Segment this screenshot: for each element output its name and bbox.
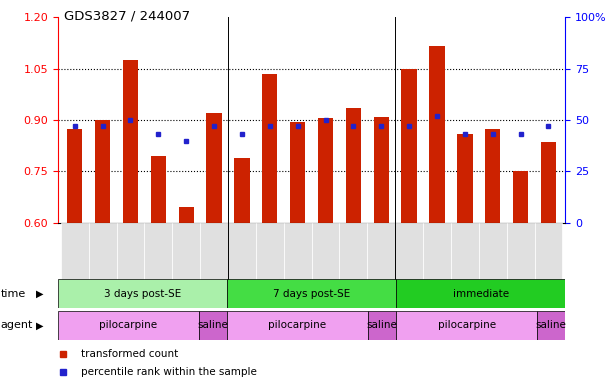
Bar [451, 223, 479, 294]
Bar [227, 311, 368, 340]
Text: ▶: ▶ [36, 288, 43, 299]
Bar [123, 60, 138, 223]
Bar [395, 223, 423, 294]
Bar [373, 117, 389, 223]
Bar [318, 118, 333, 223]
Bar [144, 223, 172, 294]
Bar [199, 311, 227, 340]
Bar [89, 223, 117, 294]
Bar [485, 129, 500, 223]
Text: saline: saline [197, 320, 229, 331]
Text: 3 days post-SE: 3 days post-SE [104, 288, 181, 299]
Text: saline: saline [536, 320, 566, 331]
Bar [227, 279, 396, 308]
Text: pilocarpine: pilocarpine [268, 320, 327, 331]
Text: GDS3827 / 244007: GDS3827 / 244007 [64, 10, 190, 23]
Text: 7 days post-SE: 7 days post-SE [273, 288, 350, 299]
Bar [290, 122, 306, 223]
Text: pilocarpine: pilocarpine [100, 320, 158, 331]
Text: immediate: immediate [453, 288, 509, 299]
Text: saline: saline [367, 320, 398, 331]
Text: time: time [1, 288, 26, 299]
Bar [234, 158, 250, 223]
Bar [423, 223, 451, 294]
Bar [513, 171, 529, 223]
Bar [58, 311, 199, 340]
Bar [312, 223, 340, 294]
Bar [346, 108, 361, 223]
Bar [200, 223, 228, 294]
Text: percentile rank within the sample: percentile rank within the sample [81, 366, 257, 377]
Bar [228, 223, 256, 294]
Bar [67, 129, 82, 223]
Bar [396, 311, 537, 340]
Bar [95, 120, 111, 223]
Bar [172, 223, 200, 294]
Text: ▶: ▶ [36, 320, 43, 331]
Bar [479, 223, 507, 294]
Bar [368, 311, 396, 340]
Bar [430, 46, 445, 223]
Bar [457, 134, 472, 223]
Text: pilocarpine: pilocarpine [437, 320, 496, 331]
Bar [541, 142, 556, 223]
Bar [537, 311, 565, 340]
Bar [61, 223, 89, 294]
Bar [367, 223, 395, 294]
Bar [117, 223, 144, 294]
Bar [401, 69, 417, 223]
Text: agent: agent [1, 320, 33, 331]
Bar [396, 279, 565, 308]
Bar [178, 207, 194, 223]
Bar [284, 223, 312, 294]
Bar [507, 223, 535, 294]
Bar [256, 223, 284, 294]
Bar [58, 279, 227, 308]
Bar [262, 74, 277, 223]
Bar [340, 223, 367, 294]
Bar [207, 113, 222, 223]
Text: transformed count: transformed count [81, 349, 178, 359]
Bar [151, 156, 166, 223]
Bar [535, 223, 562, 294]
